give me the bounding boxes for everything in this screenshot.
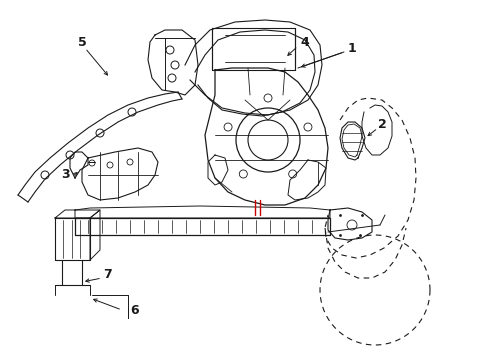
Text: 1: 1 xyxy=(347,41,356,54)
Text: 2: 2 xyxy=(377,118,386,131)
Text: 6: 6 xyxy=(130,303,139,316)
Text: 7: 7 xyxy=(103,269,112,282)
Text: 4: 4 xyxy=(300,36,309,49)
Text: 5: 5 xyxy=(78,36,86,49)
Text: 3: 3 xyxy=(61,168,69,181)
